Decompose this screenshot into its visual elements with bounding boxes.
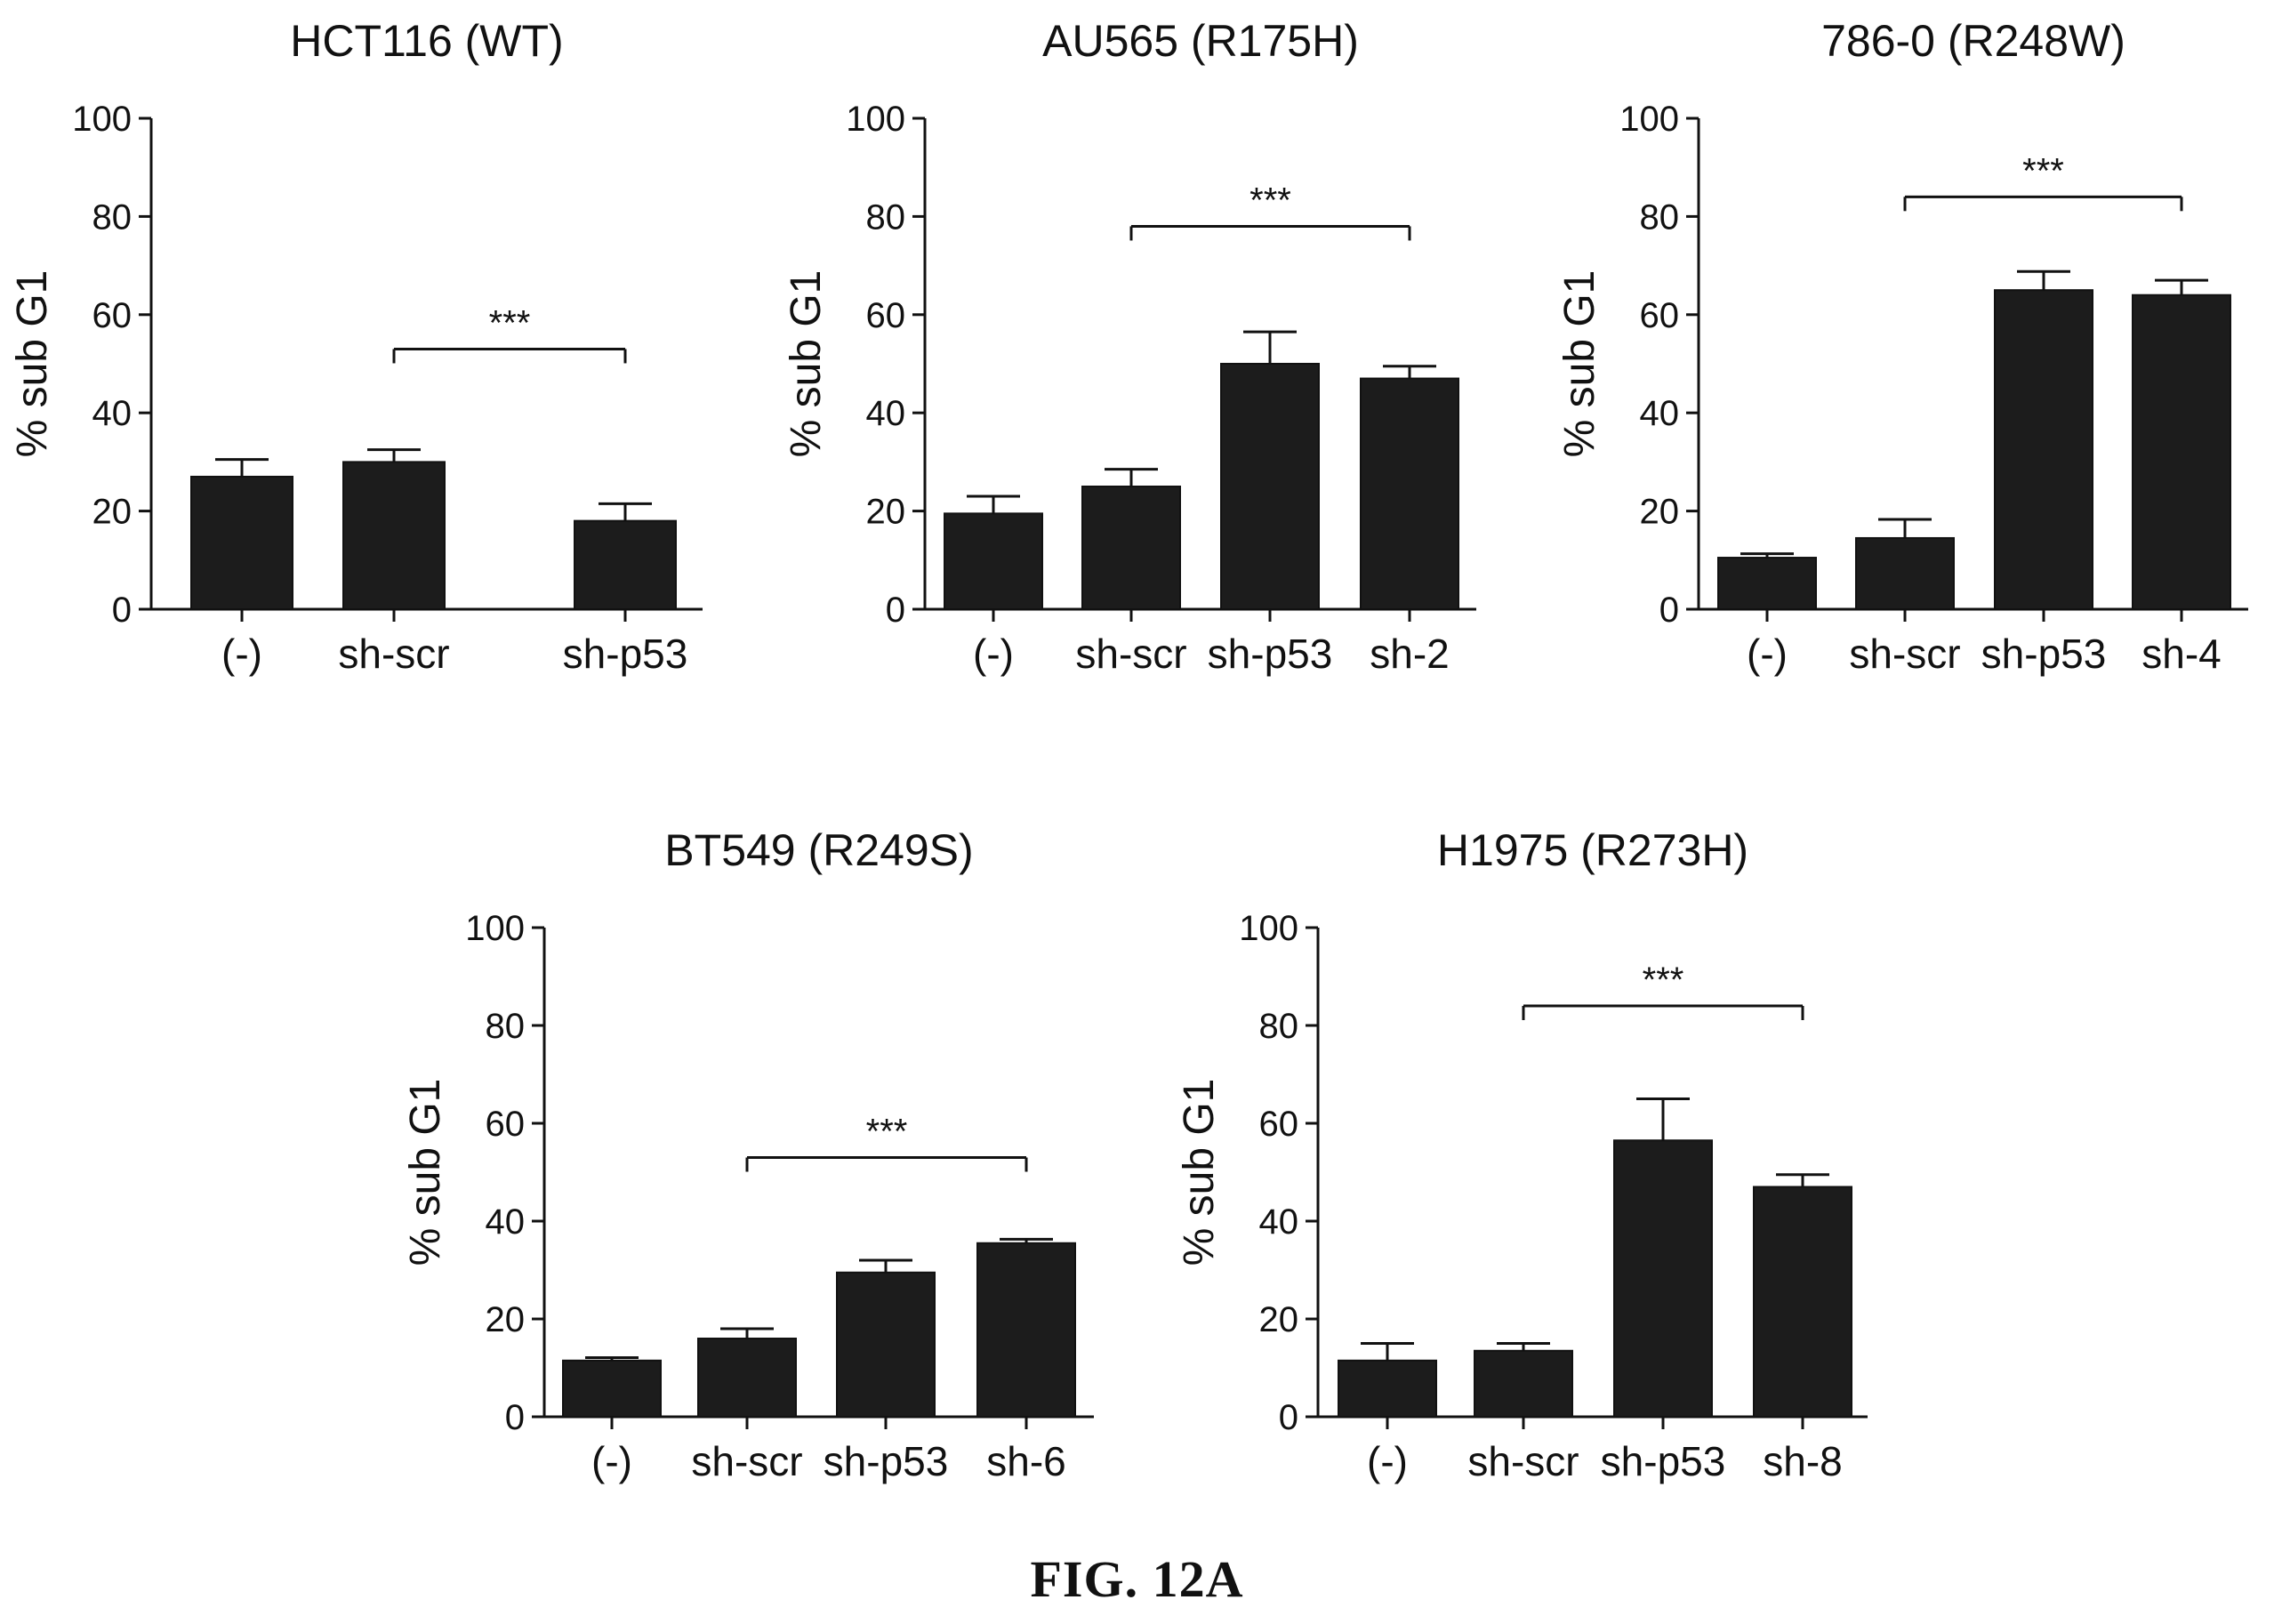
y-tick-label: 0 [1659,591,1679,630]
y-axis-label: % sub G1 [402,1079,449,1266]
x-tick-label: sh-8 [1763,1438,1842,1484]
y-tick-label: 40 [866,394,906,433]
y-axis-label: % sub G1 [783,270,830,458]
y-tick-label: 100 [72,100,132,139]
x-tick-label: (-) [591,1438,632,1484]
chart-title: BT549 (R249S) [664,825,973,875]
y-tick-label: 60 [92,296,133,335]
y-axis-label: % sub G1 [1176,1079,1223,1266]
y-tick-label: 40 [486,1202,526,1242]
bar [342,461,446,611]
significance-label: *** [866,1113,908,1152]
y-tick-label: 40 [1259,1202,1299,1242]
y-tick-label: 40 [1640,394,1680,433]
y-axis-label: % sub G1 [9,270,56,458]
y-tick-label: 100 [465,909,525,948]
y-tick-label: 40 [92,394,133,433]
y-tick-label: 20 [486,1300,526,1339]
bar [1474,1349,1573,1418]
chart-panel-hct116: HCT116 (WT) % sub G1 0 20 40 60 80 100 (-) sh-scr… [9,16,703,677]
y-tick-label: 100 [846,100,905,139]
bar [1994,289,2093,610]
x-tick-label: sh-scr [1467,1438,1579,1484]
y-tick-label: 60 [486,1105,526,1144]
y-tick-label: 80 [92,197,133,237]
y-tick-label: 60 [1259,1105,1299,1144]
bar [1717,557,1817,610]
x-tick-label: sh-scr [1849,631,1960,677]
y-tick-label: 20 [92,493,133,532]
x-tick-label: (-) [1367,1438,1408,1484]
significance-label: *** [1249,181,1291,220]
chart-title: 786-0 (R248W) [1821,16,2125,66]
y-tick-label: 80 [1640,197,1680,237]
bar [1081,486,1181,610]
y-tick-label: 20 [866,493,906,532]
chart-title: HCT116 (WT) [290,16,563,66]
bar [562,1359,662,1418]
y-tick-label: 0 [886,591,905,630]
bar [1855,536,1955,611]
y-tick-label: 60 [866,296,906,335]
y-tick-label: 0 [112,591,132,630]
x-tick-label: (-) [973,631,1014,677]
x-tick-label: sh-6 [986,1438,1065,1484]
x-tick-label: sh-p53 [824,1438,949,1484]
y-tick-label: 60 [1640,296,1680,335]
x-tick-label: sh-4 [2141,631,2221,677]
x-tick-label: (-) [221,631,262,677]
y-tick-label: 20 [1259,1300,1299,1339]
y-tick-label: 0 [505,1398,525,1437]
significance-label: *** [1643,961,1684,1000]
significance-label: *** [2022,151,2064,190]
bar [1220,363,1320,610]
bar [574,519,677,611]
bar [1753,1186,1852,1418]
y-tick-label: 100 [1239,909,1298,948]
y-tick-label: 80 [1259,1007,1299,1046]
y-tick-label: 80 [486,1007,526,1046]
x-tick-label: sh-p53 [1601,1438,1726,1484]
chart-title: AU565 (R175H) [1042,16,1359,66]
y-tick-label: 100 [1619,100,1679,139]
chart-panel-h1975: H1975 (R273H) % sub G1 0 20 40 60 80 100 (-) sh-s… [1176,825,1868,1484]
y-tick-label: 20 [1640,493,1680,532]
y-tick-label: 80 [866,197,906,237]
bar [190,475,293,611]
bar [1338,1359,1437,1418]
bar [944,512,1043,610]
x-tick-label: sh-scr [691,1438,802,1484]
bar [2132,293,2231,610]
chart-panel-bt549: BT549 (R249S) % sub G1 0 20 40 60 80 100 (-) sh-s… [402,825,1094,1484]
figure-caption: FIG. 12A [1030,1550,1244,1608]
x-tick-label: sh-p53 [1981,631,2107,677]
significance-label: *** [489,303,531,342]
x-tick-label: sh-scr [1075,631,1186,677]
bar [836,1271,936,1418]
bar [976,1242,1076,1418]
bar [1613,1139,1713,1418]
x-tick-label: sh-p53 [1208,631,1333,677]
y-tick-label: 0 [1279,1398,1298,1437]
x-tick-label: (-) [1747,631,1788,677]
chart-title: H1975 (R273H) [1437,825,1748,875]
bar [697,1338,797,1418]
chart-panel-au565: AU565 (R175H) % sub G1 0 20 40 60 80 100 (-) sh-s… [783,16,1476,677]
x-tick-label: sh-p53 [563,631,688,677]
chart-panel-786-0: 786-0 (R248W) % sub G1 0 20 40 60 80 100 (-) sh-s… [1556,16,2248,677]
bar [1360,377,1459,610]
y-axis-label: % sub G1 [1556,270,1603,458]
x-tick-label: sh-2 [1370,631,1449,677]
x-tick-label: sh-scr [338,631,449,677]
